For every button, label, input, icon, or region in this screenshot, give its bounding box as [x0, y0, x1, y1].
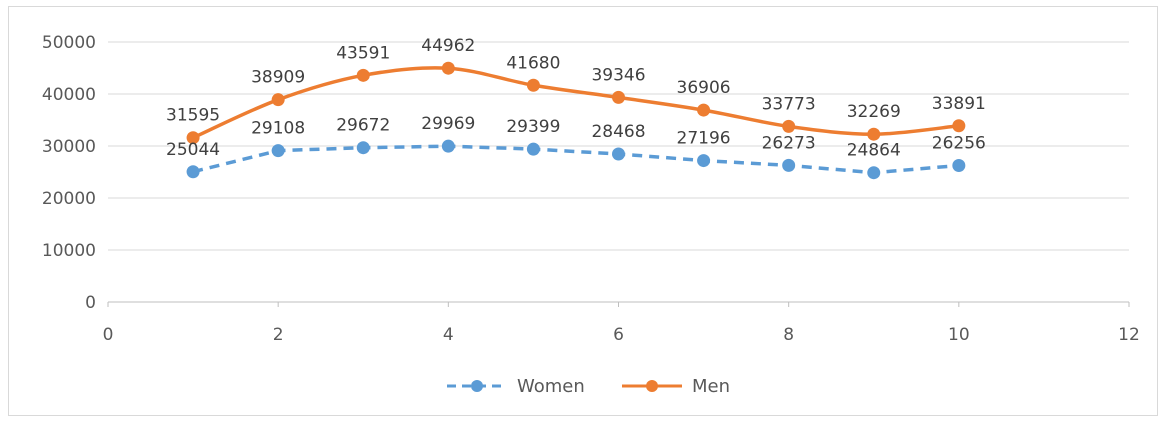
- axes: [107, 301, 1130, 307]
- data-label-men: 36906: [677, 78, 731, 98]
- x-tick-label: 10: [948, 325, 970, 345]
- y-tick-label: 30000: [42, 137, 96, 157]
- data-label-men: 39346: [591, 65, 645, 85]
- data-point-women[interactable]: [356, 141, 370, 155]
- data-label-men: 43591: [336, 43, 390, 63]
- legend-men-label: Men: [692, 376, 730, 397]
- data-point-men[interactable]: [186, 131, 200, 145]
- x-tick-label: 0: [103, 325, 114, 345]
- data-label-women: 29969: [421, 114, 475, 134]
- data-label-women: 29108: [251, 119, 305, 139]
- data-label-men: 33773: [762, 94, 816, 114]
- data-labels: 25044 29108 29672 29969 29399 28468 27196 26273…: [166, 36, 986, 161]
- data-point-men[interactable]: [526, 78, 540, 92]
- x-tick-label: 12: [1118, 325, 1140, 345]
- data-label-men: 44962: [421, 36, 475, 56]
- series-men: [186, 61, 966, 145]
- data-point-women[interactable]: [271, 144, 285, 158]
- series-line-men: [192, 66, 960, 140]
- data-point-women[interactable]: [782, 158, 796, 172]
- data-point-women[interactable]: [441, 139, 455, 153]
- chart-frame: [8, 6, 1158, 416]
- data-point-women[interactable]: [952, 158, 966, 172]
- legend-men-marker: [646, 380, 658, 392]
- data-point-men[interactable]: [782, 119, 796, 133]
- y-tick-label: 0: [85, 293, 96, 313]
- data-point-men[interactable]: [271, 93, 285, 107]
- data-label-women: 24864: [847, 141, 901, 161]
- data-point-men[interactable]: [952, 119, 966, 133]
- data-point-women[interactable]: [526, 142, 540, 156]
- tick-labels: 0 10000 20000 30000 40000 50000 0 2 4 6 8 10 12: [42, 33, 1140, 345]
- y-tick-label: 50000: [42, 33, 96, 53]
- data-label-women: 28468: [591, 122, 645, 142]
- series-line-women: [192, 144, 959, 175]
- legend-item-men[interactable]: Men: [622, 376, 730, 397]
- data-point-women[interactable]: [867, 166, 881, 180]
- data-point-women[interactable]: [612, 147, 625, 161]
- legend-item-women[interactable]: Women: [447, 376, 585, 397]
- data-label-women: 29672: [336, 116, 390, 136]
- data-label-women: 26273: [762, 133, 816, 153]
- x-tick-label: 6: [613, 325, 624, 345]
- series: [186, 61, 966, 180]
- data-point-women[interactable]: [186, 165, 200, 179]
- data-label-men: 38909: [251, 68, 305, 88]
- y-tick-label: 20000: [42, 189, 96, 209]
- data-label-men: 33891: [932, 94, 986, 114]
- data-point-men[interactable]: [441, 61, 455, 75]
- series-women: [186, 139, 966, 180]
- data-label-men: 32269: [847, 102, 901, 122]
- data-point-women[interactable]: [697, 154, 711, 168]
- data-label-women: 25044: [166, 140, 220, 160]
- x-tick-label: 2: [273, 325, 284, 345]
- data-label-men: 31595: [166, 106, 220, 126]
- y-tick-label: 10000: [42, 241, 96, 261]
- data-point-men[interactable]: [612, 90, 625, 104]
- data-point-men[interactable]: [867, 127, 881, 141]
- data-label-women: 29399: [506, 117, 560, 137]
- x-tick-label: 4: [443, 325, 454, 345]
- legend-women-label: Women: [517, 376, 585, 397]
- legend-women-marker: [471, 380, 483, 392]
- legend: Women Men: [447, 376, 730, 397]
- data-point-men[interactable]: [697, 103, 711, 117]
- y-tick-label: 40000: [42, 85, 96, 105]
- data-label-women: 26256: [932, 133, 986, 153]
- x-tick-label: 8: [783, 325, 794, 345]
- data-label-women: 27196: [677, 129, 731, 149]
- data-label-men: 41680: [506, 53, 560, 73]
- data-point-men[interactable]: [356, 68, 370, 82]
